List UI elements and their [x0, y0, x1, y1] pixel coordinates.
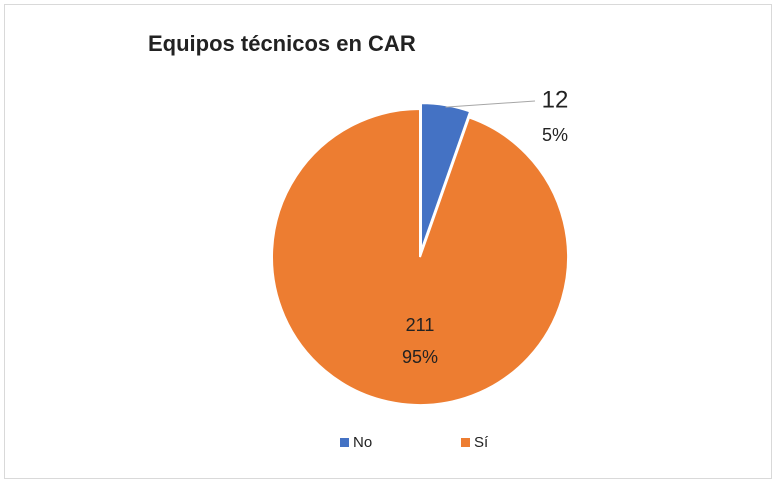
- data-label: 12: [542, 86, 569, 113]
- pie-slice: [271, 107, 569, 406]
- percent-label: 95%: [402, 347, 438, 367]
- leader-line: [445, 100, 536, 108]
- pie-slice: [420, 102, 472, 252]
- legend-swatch: [461, 438, 470, 447]
- legend-label: Sí: [474, 434, 489, 451]
- chart-title: Equipos técnicos en CAR: [148, 31, 416, 56]
- data-label: 211: [406, 315, 435, 335]
- legend-label: No: [353, 434, 372, 451]
- percent-label: 5%: [542, 125, 568, 145]
- legend-swatch: [340, 438, 349, 447]
